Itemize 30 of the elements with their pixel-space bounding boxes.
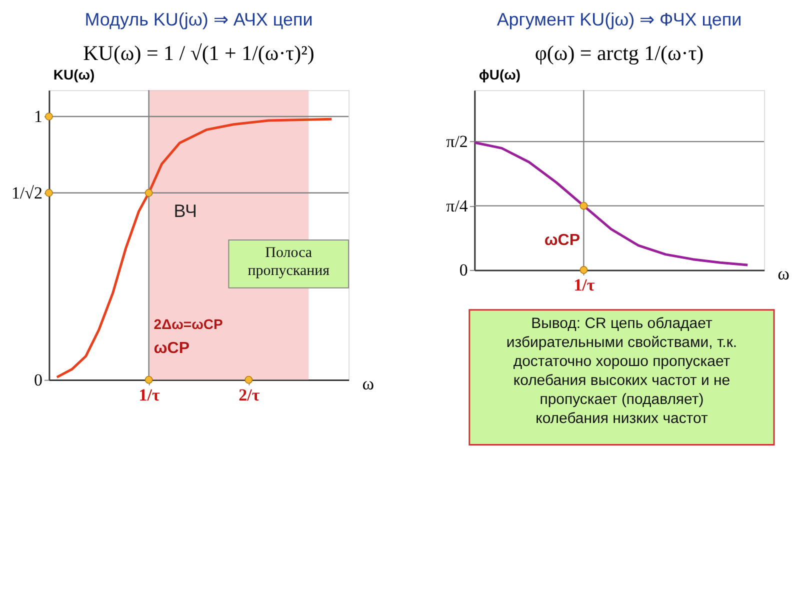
point — [244, 376, 253, 384]
chart-subtitle: φ(ω) = arctg 1/(ω·τ) — [534, 41, 704, 66]
point — [144, 188, 153, 197]
line-series — [473, 141, 749, 266]
annotation: ωCP — [154, 340, 190, 357]
line-series — [56, 118, 333, 378]
x-tick-label: 2/τ — [238, 385, 260, 404]
annotation: 2Δω=ωCP — [154, 316, 223, 332]
y-axis-title: KU(ω) — [53, 66, 95, 83]
annotation: ωCP — [544, 232, 580, 249]
x-axis-title: ω — [362, 373, 374, 394]
y-tick-label: 1/√2 — [11, 183, 42, 202]
text: Вывод: CR цепь обладает избирательными свойствами, т.к. достаточно хорошо пропускает колебания высоких частот и не пропускает (подавляет) колебания низких частот — [506, 314, 738, 427]
y-tick-label: 0 — [459, 260, 468, 280]
point — [144, 376, 153, 384]
band-label: ВЧ — [174, 200, 197, 221]
chart-title: Модуль KU(jω) ⇒ АЧХ цепи — [84, 9, 313, 30]
x-axis-title: ω — [778, 263, 790, 284]
y-tick-label: 1 — [34, 106, 42, 126]
chart-title: Аргумент KU(jω) ⇒ ФЧХ цепи — [496, 9, 742, 30]
y-tick-label: 0 — [34, 370, 42, 390]
annotation: Полоса пропускания — [248, 244, 330, 279]
chart-subtitle: KU(ω) = 1 / √(1 + 1/(ω·τ)²) — [83, 41, 314, 66]
point — [45, 112, 53, 120]
y-tick-label: π/2 — [446, 132, 468, 152]
y-axis-title: ϕU(ω) — [478, 66, 521, 83]
point — [45, 188, 53, 197]
y-tick-label: π/4 — [446, 196, 468, 216]
x-tick-label: 1/τ — [138, 385, 160, 404]
x-tick-label: 1/τ — [574, 275, 595, 294]
